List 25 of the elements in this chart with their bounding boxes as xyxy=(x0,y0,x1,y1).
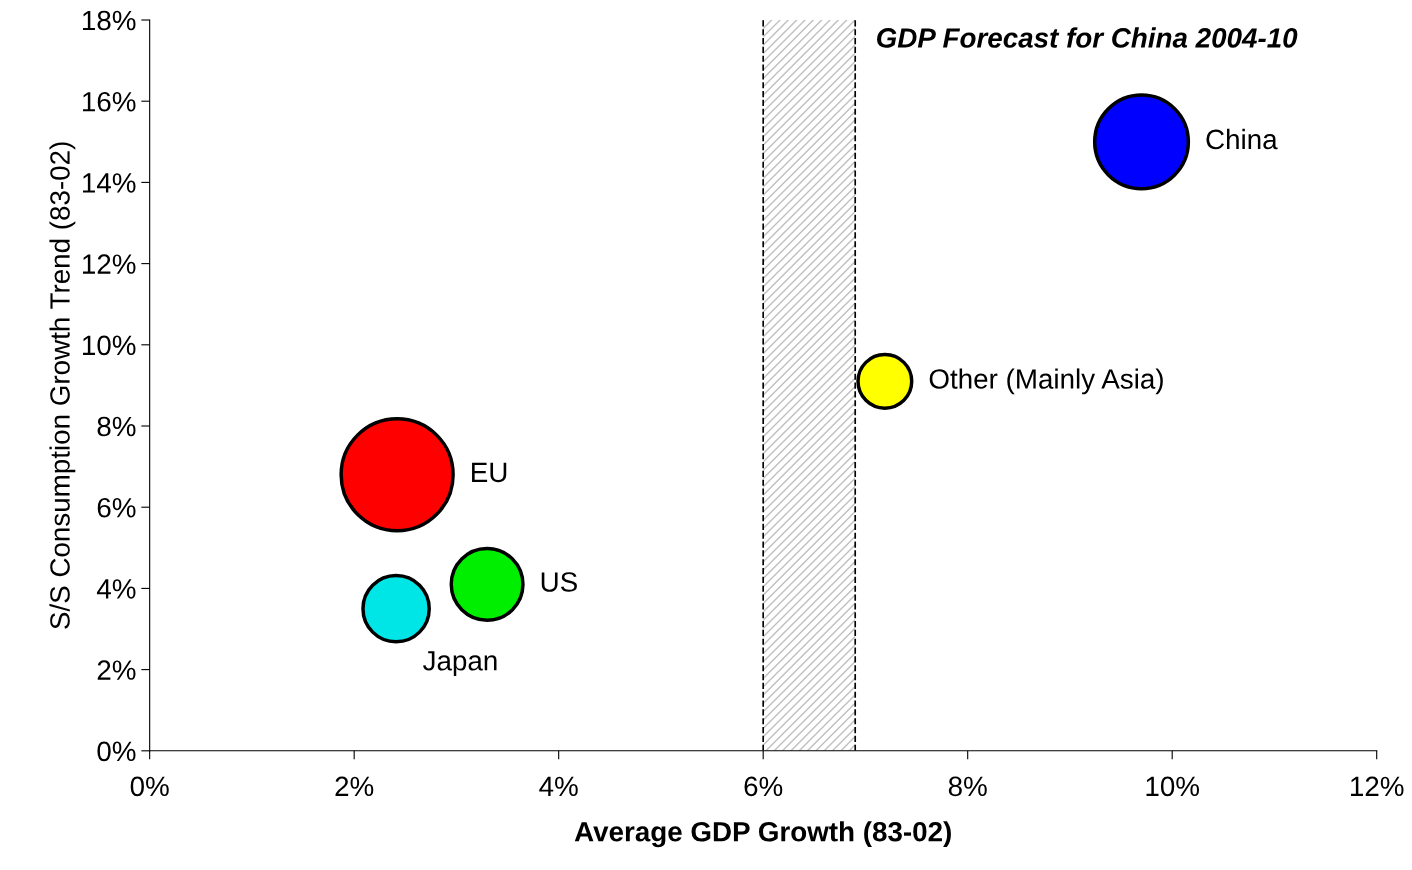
y-tick-label: 12% xyxy=(83,254,136,274)
y-tick-label: 10% xyxy=(83,335,136,356)
y-tick-label: 6% xyxy=(97,497,136,518)
x-tick-label: 6% xyxy=(744,776,783,797)
series-label: China xyxy=(1206,128,1278,150)
y-tick-label: 18% xyxy=(83,10,136,31)
x-tick-label: 8% xyxy=(948,776,987,797)
y-tick-label: 0% xyxy=(97,741,136,762)
x-tick-label: 4% xyxy=(539,776,578,797)
series-label: US xyxy=(541,572,577,592)
x-tick-label: 10% xyxy=(1146,776,1200,797)
series-label: Other (Mainly Asia) xyxy=(929,368,1163,395)
y-tick-label: 4% xyxy=(96,579,136,599)
band-label: GDP Forecast for China 2004-10 xyxy=(877,27,1298,48)
x-tick-label: 2% xyxy=(335,776,374,797)
x-tick-label: 0% xyxy=(130,776,169,797)
y-tick-label: 8% xyxy=(97,416,136,437)
x-axis-title: Average GDP Growth (83-02) xyxy=(574,821,951,848)
series-label: EU xyxy=(472,462,507,483)
y-axis-title: S/S Consumption Growth Trend (83-02) xyxy=(49,142,76,629)
y-tick-label: 2% xyxy=(97,660,136,680)
y-tick-label: 14% xyxy=(83,173,136,193)
series-label: Japan xyxy=(423,651,497,677)
y-tick-label: 16% xyxy=(83,91,136,112)
x-tick-label: 12% xyxy=(1351,776,1404,797)
